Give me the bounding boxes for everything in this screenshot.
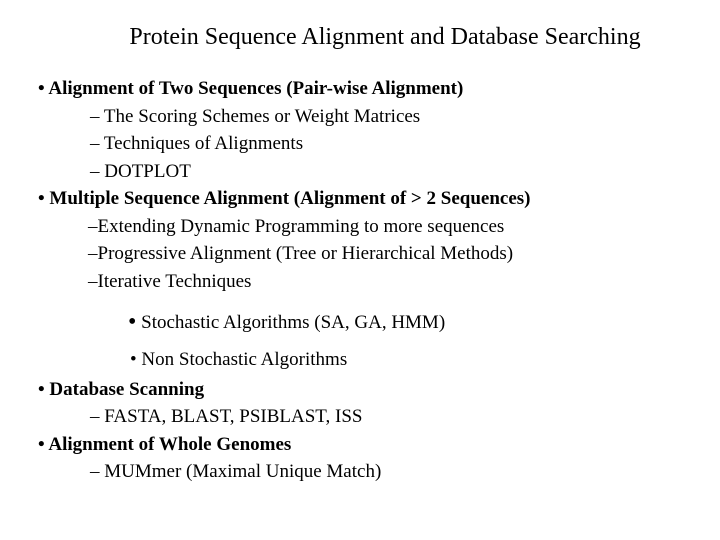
outline-line: • Alignment of Whole Genomes [38,431,682,459]
outline-line-stochastic: • Stochastic Algorithms (SA, GA, HMM) [128,305,682,340]
outline-line: –Progressive Alignment (Tree or Hierarch… [88,240,682,268]
outline-text: Stochastic Algorithms (SA, GA, HMM) [136,312,445,333]
outline-line: • Multiple Sequence Alignment (Alignment… [38,185,682,213]
outline-line: – Techniques of Alignments [90,130,682,158]
outline-line: –Extending Dynamic Programming to more s… [88,213,682,241]
outline-line: – MUMmer (Maximal Unique Match) [90,458,682,486]
outline-line: –Iterative Techniques [88,268,682,296]
slide-title: Protein Sequence Alignment and Database … [38,24,682,51]
outline-line-nonstochastic: • Non Stochastic Algorithms [130,346,682,374]
outline-line: • Alignment of Two Sequences (Pair-wise … [38,75,682,103]
slide: Protein Sequence Alignment and Database … [0,0,720,506]
outline-line: • Database Scanning [38,376,682,404]
outline-line: – FASTA, BLAST, PSIBLAST, ISS [90,403,682,431]
outline-line: – The Scoring Schemes or Weight Matrices [90,103,682,131]
outline-line: – DOTPLOT [90,158,682,186]
slide-content: • Alignment of Two Sequences (Pair-wise … [38,75,682,486]
